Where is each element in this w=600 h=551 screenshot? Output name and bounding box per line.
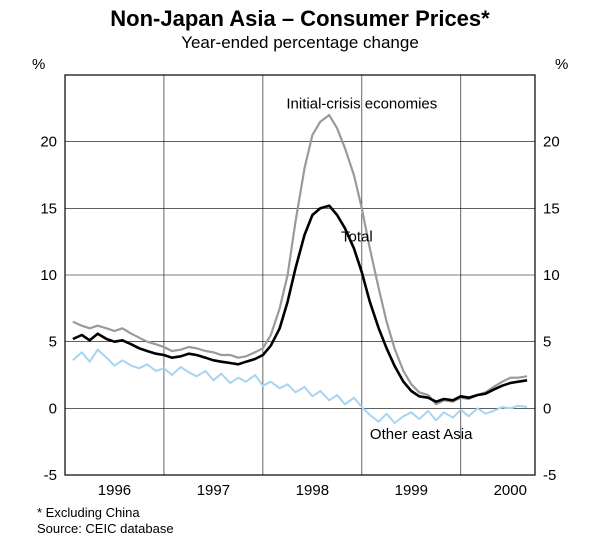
ytick-right: 0 <box>543 400 551 417</box>
ytick-left: 20 <box>40 134 57 151</box>
ytick-left: 10 <box>40 267 57 284</box>
ytick-left: 15 <box>40 200 57 217</box>
xtick-label: 1996 <box>98 482 131 499</box>
ytick-left: -5 <box>44 467 57 484</box>
ytick-right: 20 <box>543 134 560 151</box>
y-axis-unit-right: % <box>555 56 568 73</box>
ytick-right: 10 <box>543 267 560 284</box>
series-label-total: Total <box>341 229 373 246</box>
xtick-label: 1999 <box>395 482 428 499</box>
chart-title: Non-Japan Asia – Consumer Prices* <box>110 6 490 31</box>
source: Source: CEIC database <box>37 521 174 536</box>
footnote: * Excluding China <box>37 505 140 520</box>
series-label-initial-crisis-economies: Initial-crisis economies <box>286 95 437 112</box>
ytick-right: 15 <box>543 200 560 217</box>
xtick-label: 2000 <box>494 482 527 499</box>
ytick-right: 5 <box>543 334 551 351</box>
line-chart: Non-Japan Asia – Consumer Prices* Year-en… <box>0 0 600 551</box>
ytick-left: 5 <box>49 334 57 351</box>
chart-subtitle: Year-ended percentage change <box>181 33 419 52</box>
y-axis-unit-left: % <box>32 56 45 73</box>
xtick-label: 1998 <box>296 482 329 499</box>
series-label-other-east-asia: Other east Asia <box>370 426 473 443</box>
chart-bg <box>0 0 600 551</box>
ytick-left: 0 <box>49 400 57 417</box>
xtick-label: 1997 <box>197 482 230 499</box>
ytick-right: -5 <box>543 467 556 484</box>
